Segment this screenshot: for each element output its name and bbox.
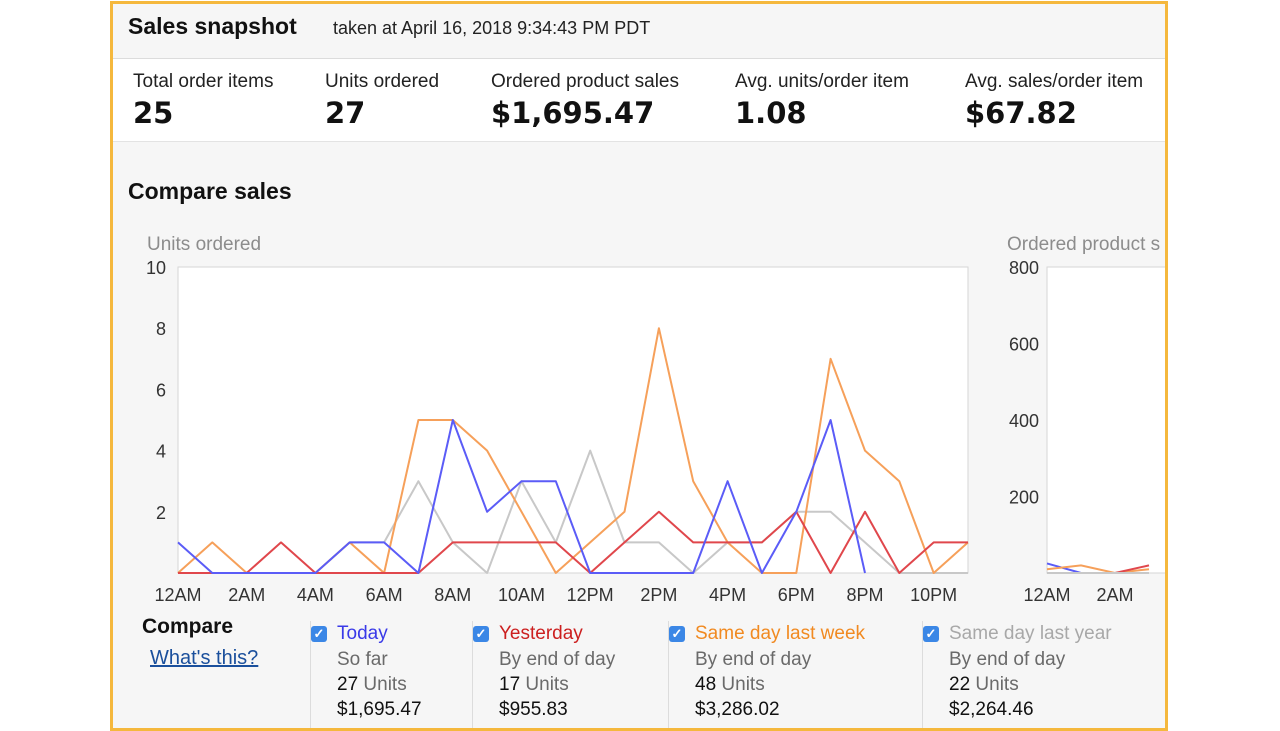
metric-total-order-items: Total order items 25 <box>133 71 273 130</box>
metric-value: 1.08 <box>735 96 807 130</box>
series-sales: $3,286.02 <box>695 699 780 720</box>
y-tick-label: 200 <box>1009 488 1039 508</box>
metric-value: 27 <box>325 96 366 130</box>
last-year-checkbox[interactable]: ✓ <box>923 626 939 642</box>
series-line <box>1046 564 1150 575</box>
x-tick-label: 6AM <box>366 585 403 605</box>
y-tick-label: 400 <box>1009 411 1039 431</box>
y-axis-label: Ordered product s <box>1007 234 1160 255</box>
today-checkbox[interactable]: ✓ <box>311 626 327 642</box>
y-tick-label: 6 <box>156 380 166 400</box>
metric-label: Ordered product sales <box>491 71 679 92</box>
x-tick-label: 10PM <box>910 585 957 605</box>
x-tick-label: 6PM <box>778 585 815 605</box>
series-name: Same day last year <box>949 623 1112 644</box>
series-name: Today <box>337 623 388 644</box>
series-name: Yesterday <box>499 623 583 644</box>
compare-sales-heading: Compare sales <box>128 178 292 204</box>
metric-value: $67.82 <box>965 96 1077 130</box>
y-tick-label: 800 <box>1009 258 1039 278</box>
whats-this-link[interactable]: What's this? <box>150 647 259 669</box>
y-tick-label: 10 <box>146 258 166 278</box>
metric-ordered-product-sales: Ordered product sales $1,695.47 <box>491 71 679 130</box>
metric-avg-sales-per-order-item: Avg. sales/order item $67.82 <box>965 71 1143 130</box>
x-tick-label: 12AM <box>1023 585 1070 605</box>
series-line <box>178 510 968 574</box>
snapshot-timestamp: taken at April 16, 2018 9:34:43 PM PDT <box>333 18 651 38</box>
y-tick-label: 4 <box>156 442 166 462</box>
metric-units-ordered: Units ordered 27 <box>325 71 439 130</box>
metric-label: Units ordered <box>325 71 440 92</box>
series-line <box>177 419 866 574</box>
metric-label: Avg. units/order item <box>735 71 909 92</box>
metric-value: 25 <box>133 96 174 130</box>
y-tick-label: 2 <box>156 503 166 523</box>
metric-avg-units-per-order-item: Avg. units/order item 1.08 <box>735 71 909 130</box>
series-sales: $1,695.47 <box>337 699 422 720</box>
series-units: 22 Units <box>949 674 1019 695</box>
series-subtitle: By end of day <box>499 649 616 670</box>
x-tick-label: 4AM <box>297 585 334 605</box>
last-week-checkbox[interactable]: ✓ <box>669 626 685 642</box>
series-sales: $2,264.46 <box>949 699 1034 720</box>
check-icon: ✓ <box>925 626 937 641</box>
x-tick-label: 8AM <box>434 585 471 605</box>
y-axis-label: Units ordered <box>147 234 261 255</box>
x-tick-label: 10AM <box>498 585 545 605</box>
plot-area <box>177 266 969 574</box>
metrics-row: Total order items 25 Units ordered 27 Or… <box>113 59 1165 142</box>
metric-label: Total order items <box>133 71 274 92</box>
x-tick-label: 12AM <box>154 585 201 605</box>
x-tick-label: 2PM <box>640 585 677 605</box>
compare-column-last-week: ✓ Same day last week By end of day 48 Un… <box>668 621 923 728</box>
y-tick-label: 8 <box>156 319 166 339</box>
sales-snapshot-panel: Sales snapshot taken at April 16, 2018 9… <box>110 1 1168 731</box>
compare-label: Compare <box>142 615 234 638</box>
compare-column-last-year: ✓ Same day last year By end of day 22 Un… <box>922 621 1163 728</box>
snapshot-header: Sales snapshot taken at April 16, 2018 9… <box>113 4 1165 59</box>
series-subtitle: By end of day <box>695 649 812 670</box>
check-icon: ✓ <box>671 626 683 641</box>
check-icon: ✓ <box>313 626 325 641</box>
series-sales: $955.83 <box>499 699 568 720</box>
series-units: 17 Units <box>499 674 569 695</box>
yesterday-checkbox[interactable]: ✓ <box>473 626 489 642</box>
series-subtitle: By end of day <box>949 649 1066 670</box>
check-icon: ✓ <box>475 626 487 641</box>
x-tick-label: 12PM <box>567 585 614 605</box>
x-tick-label: 4PM <box>709 585 746 605</box>
series-units: 48 Units <box>695 674 765 695</box>
compare-column-yesterday: ✓ Yesterday By end of day 17 Units $955.… <box>472 621 669 728</box>
series-units: 27 Units <box>337 674 407 695</box>
compare-column-today: ✓ Today So far 27 Units $1,695.47 <box>310 621 473 728</box>
y-tick-label: 600 <box>1009 335 1039 355</box>
x-tick-label: 8PM <box>846 585 883 605</box>
x-tick-label: 2AM <box>228 585 265 605</box>
plot-area <box>1046 266 1165 574</box>
page-title: Sales snapshot <box>128 13 297 39</box>
metric-value: $1,695.47 <box>491 96 655 130</box>
metric-label: Avg. sales/order item <box>965 71 1144 92</box>
x-tick-label: 2AM <box>1096 585 1133 605</box>
series-subtitle: So far <box>337 649 388 670</box>
series-name: Same day last week <box>695 623 866 644</box>
compare-sales-charts: Units ordered 2 4 6 8 10 12AM 2AM 4AM 6AM 8AM 10AM 1… <box>146 234 1165 605</box>
